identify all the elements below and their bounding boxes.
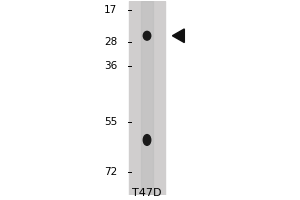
Text: 72: 72: [104, 167, 117, 177]
Bar: [129, 1, 165, 195]
Ellipse shape: [143, 31, 151, 40]
Ellipse shape: [143, 135, 151, 145]
Polygon shape: [172, 29, 184, 43]
Text: 55: 55: [104, 117, 117, 127]
Bar: [141, 1, 153, 195]
Text: T47D: T47D: [132, 188, 162, 198]
Text: 28: 28: [104, 37, 117, 47]
Text: 17: 17: [104, 5, 117, 15]
Text: 36: 36: [104, 61, 117, 71]
